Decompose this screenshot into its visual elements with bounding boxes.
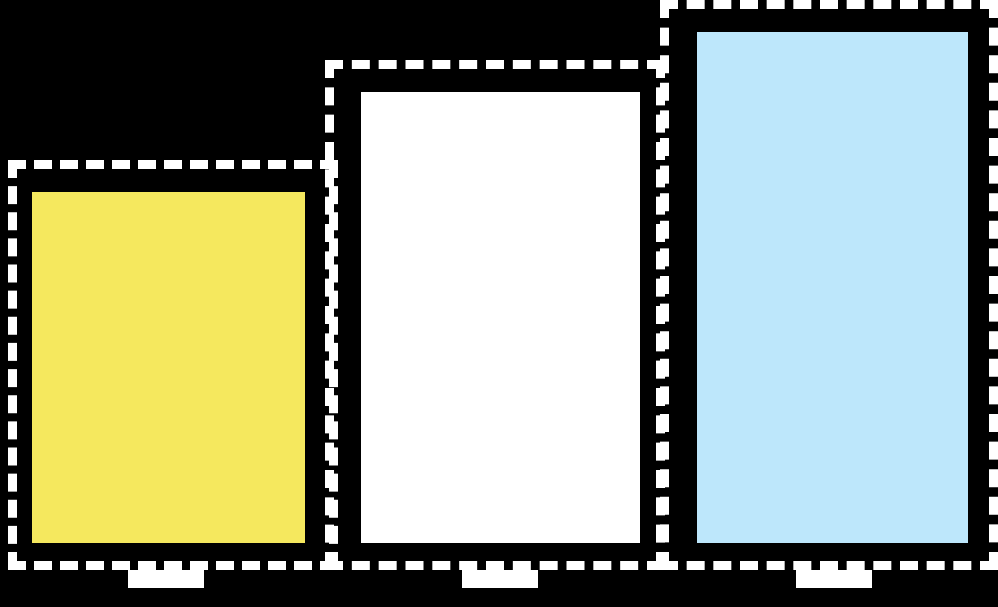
bar-category-2[interactable] — [361, 92, 640, 543]
bar-category-3[interactable] — [697, 32, 968, 543]
bar-category-1[interactable] — [32, 192, 305, 543]
x-axis-label-category-3: Category 3 — [796, 570, 872, 588]
x-axis-label-category-1: Category 1 — [128, 570, 204, 588]
x-axis-label-category-2: Category 2 — [462, 570, 538, 588]
